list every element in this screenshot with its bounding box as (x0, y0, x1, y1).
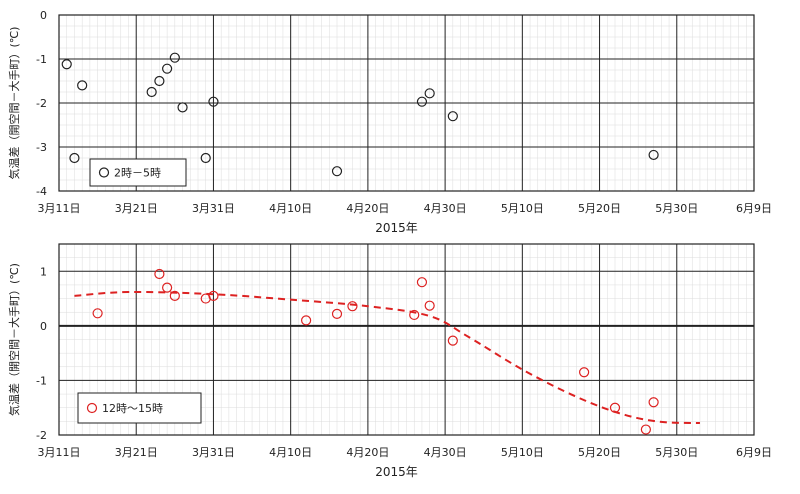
x-tick-label: 3月11日 (38, 202, 81, 215)
data-point (177, 102, 188, 113)
y-axis-label: 気温差（開空間－大手町）(℃) (7, 27, 21, 180)
legend-marker (86, 402, 98, 414)
data-point (169, 290, 180, 301)
data-point (347, 301, 358, 312)
legend-box (77, 392, 202, 424)
data-point (424, 88, 435, 99)
data-point (301, 315, 312, 326)
data-point (409, 309, 420, 321)
data-point (640, 424, 651, 435)
data-point (69, 152, 80, 164)
data-point (200, 152, 211, 164)
data-point (208, 290, 219, 301)
x-tick-label: 3月31日 (192, 202, 235, 215)
data-point (416, 96, 428, 107)
data-point (331, 308, 343, 319)
y-tick-label: 0 (40, 9, 47, 22)
x-tick-label: 5月10日 (501, 446, 544, 459)
x-tick-label: 4月10日 (269, 446, 312, 459)
data-point (579, 367, 590, 378)
y-tick-label: 1 (40, 265, 47, 278)
data-point (648, 397, 659, 408)
legend: 2時－5時 (89, 158, 187, 187)
y-tick-label: -1 (36, 374, 47, 387)
data-point (162, 63, 173, 74)
x-tick-label: 5月20日 (578, 202, 621, 215)
x-axis-label: 2015年 (375, 221, 418, 235)
data-point (424, 300, 435, 311)
legend: 12時～15時 (77, 392, 202, 424)
x-tick-label: 4月30日 (424, 446, 467, 459)
data-point (61, 59, 72, 70)
x-tick-label: 4月20日 (346, 202, 389, 215)
x-tick-label: 5月10日 (501, 202, 544, 215)
x-tick-label: 5月20日 (578, 446, 621, 459)
y-tick-label: 0 (40, 320, 47, 333)
x-tick-label: 5月30日 (655, 446, 698, 459)
data-point (648, 149, 659, 161)
x-tick-label: 6月9日 (736, 446, 772, 459)
data-point (162, 282, 173, 293)
x-tick-label: 4月30日 (424, 202, 467, 215)
data-point (154, 268, 165, 280)
legend-label: 12時～15時 (102, 402, 163, 415)
data-point (154, 75, 165, 87)
plot-frame (58, 14, 755, 192)
x-tick-label: 3月31日 (192, 446, 235, 459)
x-tick-label: 4月20日 (346, 446, 389, 459)
data-point (416, 277, 428, 288)
chart-top-panel: 3月11日 3月21日 3月31日 4月10日 4月20日 4月30日 5月10日 5月20日… (7, 9, 772, 235)
data-point (331, 166, 343, 177)
chart-bottom-panel: 3月11日 3月21日 3月31日 4月10日 4月20日 4月30日 5月10日 5月20日… (7, 243, 772, 479)
y-axis-label: 気温差（開空間－大手町）(℃) (7, 263, 21, 416)
data-point (92, 308, 103, 319)
y-tick-label: -3 (36, 141, 47, 154)
data-point (208, 96, 219, 107)
y-tick-label: -2 (36, 429, 47, 442)
trend-line (74, 290, 700, 424)
legend-box (89, 158, 187, 187)
legend-label: 2時－5時 (114, 167, 161, 180)
x-tick-label: 4月10日 (269, 202, 312, 215)
plot-frame (58, 243, 755, 436)
data-point (447, 335, 458, 346)
x-tick-label: 3月21日 (115, 202, 158, 215)
y-tick-label: -1 (36, 53, 47, 66)
x-tick-label: 3月11日 (38, 446, 81, 459)
x-tick-label: 6月9日 (736, 202, 772, 215)
data-point (447, 111, 458, 122)
data-point (169, 52, 180, 63)
y-tick-label: -4 (36, 185, 47, 198)
legend-marker (98, 167, 110, 178)
data-point (146, 86, 157, 98)
x-tick-label: 3月21日 (115, 446, 158, 459)
x-axis-label: 2015年 (375, 465, 418, 479)
data-point (77, 80, 88, 91)
y-tick-label: -2 (36, 97, 47, 110)
x-tick-label: 5月30日 (655, 202, 698, 215)
